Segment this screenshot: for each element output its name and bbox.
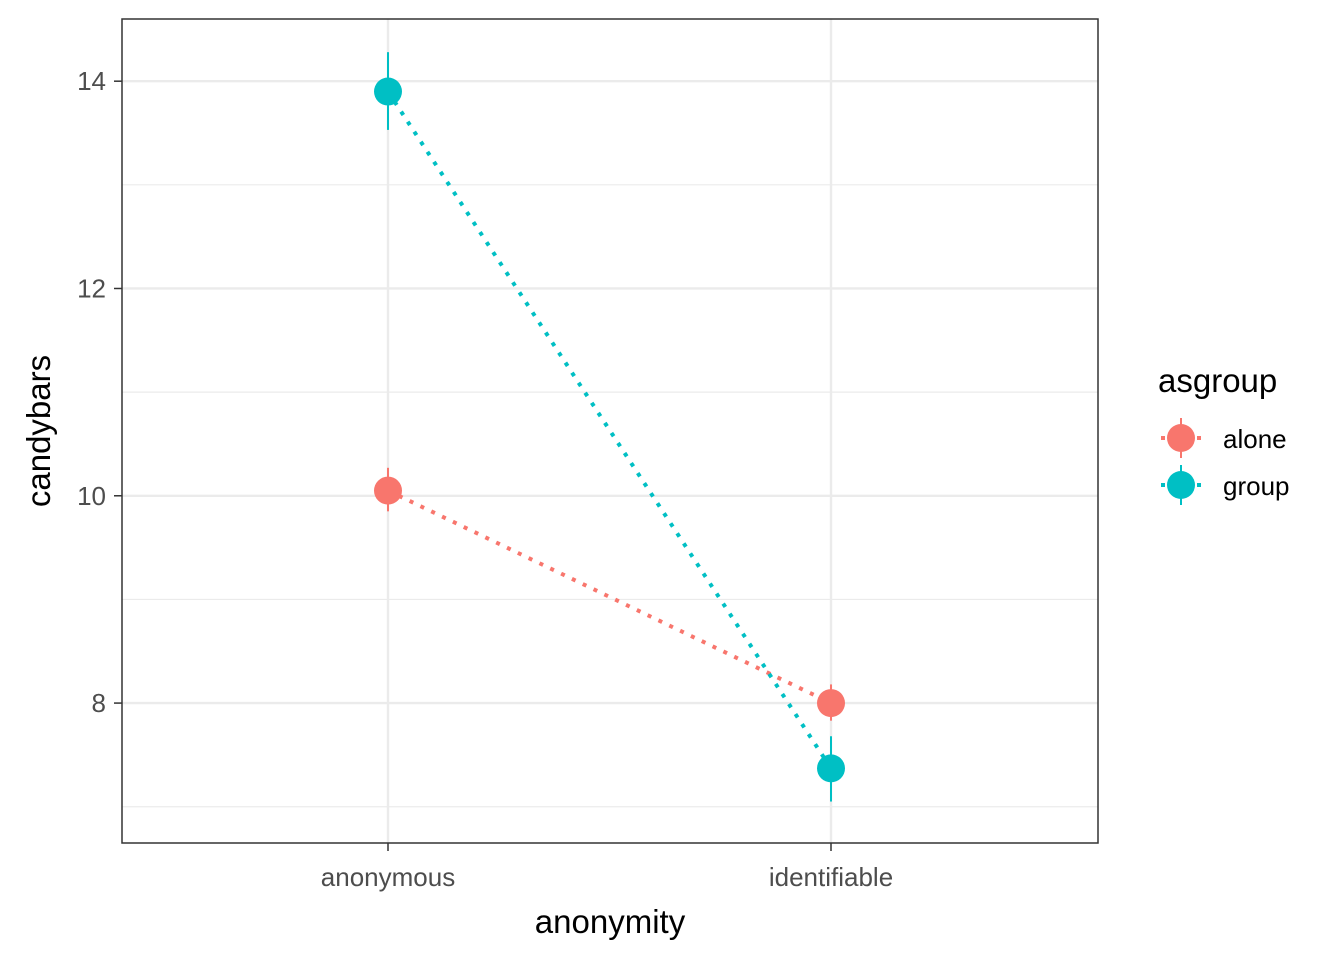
legend-key-point xyxy=(1167,424,1195,452)
legend-item-group: group xyxy=(1161,465,1290,505)
axis-ticks xyxy=(114,80,832,851)
legend-label: alone xyxy=(1223,424,1287,454)
legend: asgroup alone group xyxy=(1158,362,1290,505)
y-tick-label: 12 xyxy=(77,273,106,303)
y-tick-label: 14 xyxy=(77,66,106,96)
legend-key-point xyxy=(1167,471,1195,499)
panel-border xyxy=(121,18,1099,844)
data-point xyxy=(374,77,402,106)
series-line xyxy=(387,488,832,705)
legend-title: asgroup xyxy=(1158,362,1277,399)
data-point xyxy=(374,476,402,505)
legend-label: group xyxy=(1223,471,1290,501)
x-tick-label: anonymous xyxy=(321,862,455,892)
data-point xyxy=(817,754,845,783)
series-layer xyxy=(374,52,845,802)
y-tick-label: 10 xyxy=(77,481,106,511)
series-group xyxy=(374,52,845,802)
legend-item-alone: alone xyxy=(1161,418,1287,458)
x-axis-title: anonymity xyxy=(535,903,686,940)
series-line xyxy=(386,90,833,770)
data-point xyxy=(817,689,845,718)
minor-gridlines xyxy=(122,184,1098,808)
axis-tick-labels: 8 10 12 14 anonymous identifiable xyxy=(77,66,893,892)
x-tick-label: identifiable xyxy=(769,862,893,892)
y-tick-label: 8 xyxy=(92,688,106,718)
y-axis-title: candybars xyxy=(20,355,57,507)
series-alone xyxy=(374,467,845,721)
